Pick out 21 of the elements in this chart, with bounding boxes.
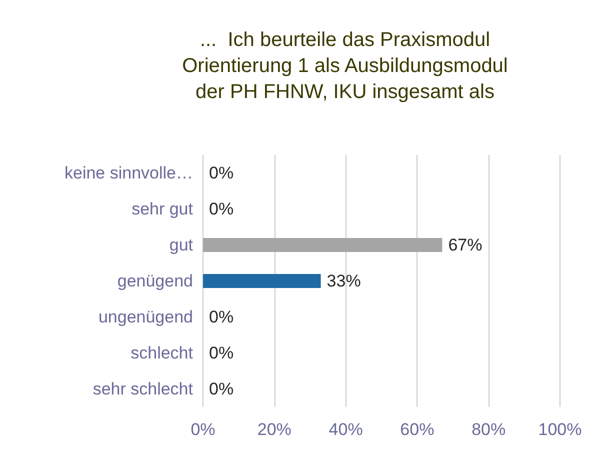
y-tick-label: genügend (117, 272, 193, 290)
y-tick-label: sehr gut (132, 200, 194, 218)
chart-title: ... Ich beurteile das Praxismodul Orientierung 1 als Ausbildungsmodul der PH FHNW, IKU insgesamt als (182, 29, 508, 103)
x-tick-label: 40% (328, 420, 363, 439)
x-tick-label: 20% (257, 420, 292, 439)
x-tick-label: 100% (538, 420, 582, 439)
data-label: 0% (209, 164, 234, 182)
data-label: 0% (209, 308, 234, 326)
data-label: 33% (326, 272, 361, 290)
y-tick-label: schlecht (130, 344, 194, 362)
data-label: 67% (448, 236, 482, 254)
data-label: 0% (209, 344, 234, 362)
x-tick-label: 60% (400, 420, 434, 439)
y-tick-label: ungenügend (98, 308, 193, 326)
data-label: 0% (209, 380, 234, 398)
x-tick-label: 0% (190, 420, 216, 439)
x-tick-label: 80% (472, 420, 506, 439)
data-label: 0% (209, 200, 234, 218)
y-tick-label: sehr schlecht (92, 380, 194, 398)
y-tick-label: keine sinnvolle… (64, 164, 193, 182)
y-tick-label: gut (169, 236, 194, 254)
